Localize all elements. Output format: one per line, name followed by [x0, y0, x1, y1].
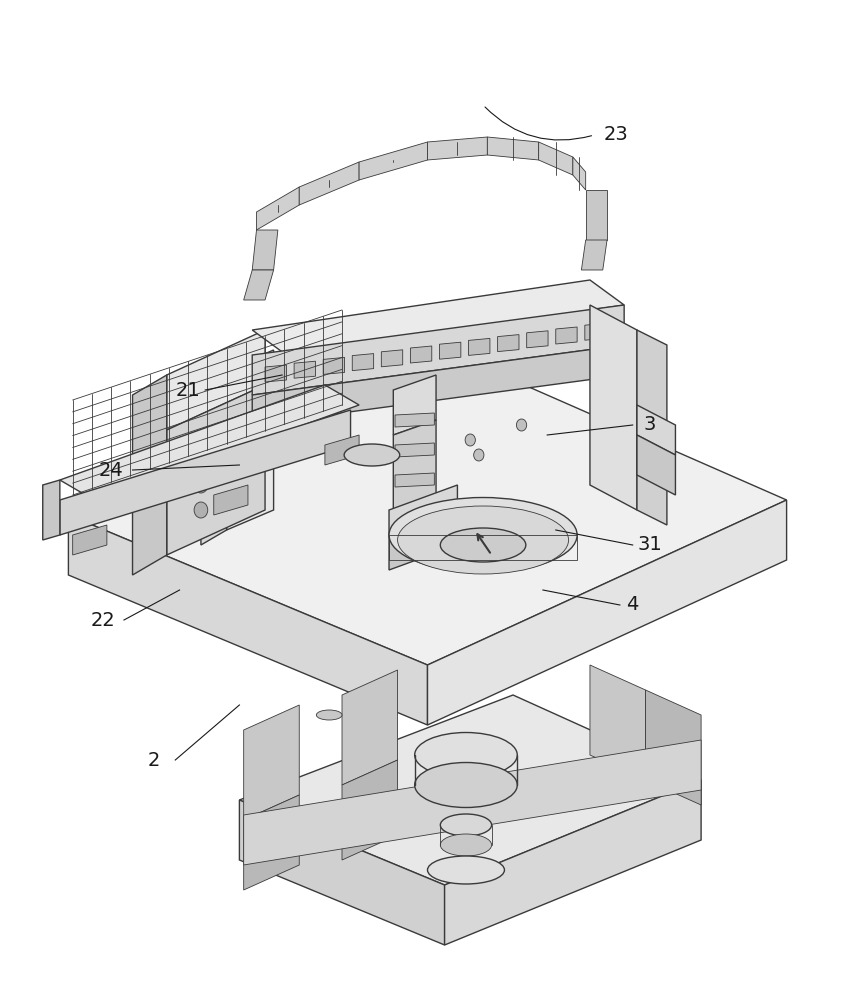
Ellipse shape: [440, 834, 492, 856]
Polygon shape: [637, 435, 675, 495]
Polygon shape: [637, 330, 667, 525]
Polygon shape: [342, 760, 398, 860]
Polygon shape: [352, 354, 374, 371]
Polygon shape: [389, 485, 457, 535]
Polygon shape: [389, 510, 457, 570]
Text: 31: 31: [638, 536, 662, 554]
Polygon shape: [299, 162, 359, 205]
Polygon shape: [265, 365, 286, 382]
Polygon shape: [393, 375, 436, 435]
Polygon shape: [539, 142, 573, 175]
Polygon shape: [252, 230, 278, 270]
Circle shape: [516, 419, 527, 431]
Polygon shape: [585, 323, 606, 340]
Polygon shape: [60, 410, 351, 535]
Polygon shape: [167, 330, 265, 430]
Polygon shape: [556, 327, 577, 344]
Polygon shape: [469, 338, 490, 355]
Polygon shape: [325, 435, 359, 465]
Ellipse shape: [440, 814, 492, 836]
Circle shape: [474, 449, 484, 461]
Polygon shape: [73, 525, 107, 555]
Text: 22: 22: [91, 610, 115, 630]
Polygon shape: [201, 370, 227, 545]
Polygon shape: [428, 500, 787, 725]
Polygon shape: [68, 350, 787, 665]
Polygon shape: [410, 346, 432, 363]
Polygon shape: [342, 670, 398, 785]
Polygon shape: [244, 270, 274, 300]
Polygon shape: [590, 305, 637, 510]
Polygon shape: [239, 695, 701, 885]
Polygon shape: [244, 795, 299, 890]
Polygon shape: [637, 405, 675, 455]
Ellipse shape: [316, 710, 342, 720]
Polygon shape: [573, 157, 586, 190]
Polygon shape: [252, 280, 624, 355]
Polygon shape: [498, 335, 519, 352]
Ellipse shape: [398, 506, 569, 574]
Polygon shape: [294, 361, 315, 378]
Polygon shape: [239, 800, 445, 945]
Polygon shape: [527, 331, 548, 348]
Circle shape: [194, 452, 208, 468]
Ellipse shape: [344, 444, 400, 466]
Polygon shape: [68, 515, 428, 725]
Polygon shape: [646, 690, 701, 805]
Polygon shape: [244, 705, 299, 820]
Ellipse shape: [415, 762, 517, 808]
Polygon shape: [586, 190, 607, 240]
Polygon shape: [256, 187, 299, 230]
Polygon shape: [227, 350, 274, 530]
Polygon shape: [252, 305, 624, 395]
Polygon shape: [133, 375, 167, 575]
Polygon shape: [381, 350, 403, 367]
Polygon shape: [167, 385, 265, 555]
Circle shape: [194, 477, 208, 493]
Polygon shape: [393, 420, 436, 530]
Circle shape: [465, 434, 475, 446]
Polygon shape: [581, 240, 607, 270]
Text: 21: 21: [176, 380, 200, 399]
Ellipse shape: [389, 497, 577, 572]
Polygon shape: [252, 345, 624, 425]
Polygon shape: [323, 357, 345, 374]
Polygon shape: [359, 142, 428, 180]
Text: 4: 4: [627, 595, 639, 614]
Text: 2: 2: [148, 750, 160, 770]
Polygon shape: [244, 740, 701, 865]
Polygon shape: [395, 473, 434, 487]
Polygon shape: [439, 342, 461, 359]
Text: 3: 3: [644, 416, 656, 434]
Text: 23: 23: [604, 125, 628, 144]
Text: 24: 24: [99, 460, 123, 480]
Ellipse shape: [428, 856, 504, 884]
Ellipse shape: [440, 528, 526, 562]
Polygon shape: [395, 443, 434, 457]
Polygon shape: [445, 780, 701, 945]
Ellipse shape: [415, 732, 517, 778]
Polygon shape: [395, 413, 434, 427]
Polygon shape: [60, 385, 359, 500]
Circle shape: [194, 502, 208, 518]
Polygon shape: [214, 485, 248, 515]
Polygon shape: [590, 665, 646, 780]
Polygon shape: [43, 480, 60, 540]
Polygon shape: [428, 137, 487, 160]
Polygon shape: [487, 137, 539, 160]
